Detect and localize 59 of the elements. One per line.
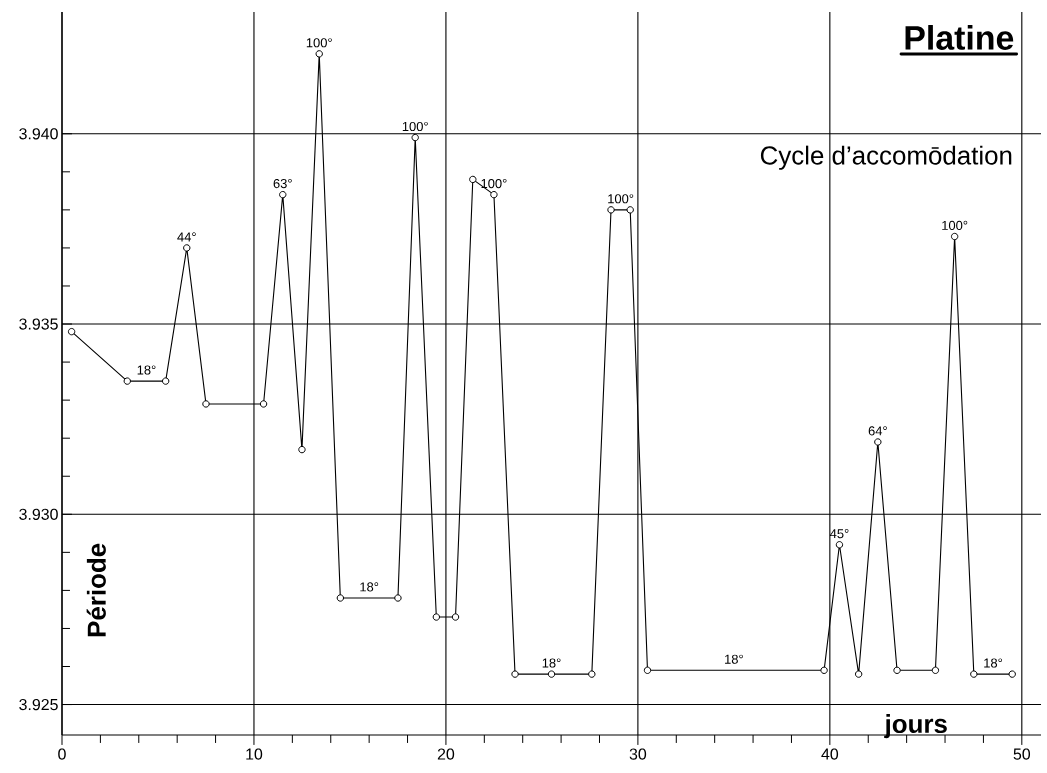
point bbox=[607, 206, 615, 214]
point bbox=[874, 438, 882, 446]
point bbox=[279, 190, 287, 199]
annotation: 18° bbox=[542, 658, 561, 668]
point bbox=[315, 50, 323, 58]
annotation: 64° bbox=[868, 426, 887, 436]
x-tick-label: 20 bbox=[437, 748, 455, 760]
point bbox=[183, 244, 191, 252]
point bbox=[835, 541, 844, 549]
point bbox=[950, 232, 959, 241]
x-tick-label: 40 bbox=[821, 748, 839, 760]
chart-title: Platine bbox=[905, 25, 1014, 50]
annotation: 100° bbox=[942, 220, 968, 230]
x-tick-label: 0 bbox=[58, 748, 66, 760]
x-tick-label: 50 bbox=[1013, 748, 1031, 760]
y-tick-label: 3.930 bbox=[19, 508, 58, 520]
point bbox=[67, 327, 76, 336]
point bbox=[854, 670, 863, 678]
point bbox=[202, 400, 210, 408]
annotation: 44° bbox=[177, 232, 196, 242]
point bbox=[1008, 670, 1016, 678]
annotation: 18° bbox=[137, 365, 156, 375]
annotation: 100° bbox=[306, 38, 332, 48]
annotation: 100° bbox=[481, 178, 507, 189]
point bbox=[490, 190, 498, 199]
x-axis-title: jours bbox=[884, 714, 947, 739]
point bbox=[259, 400, 268, 408]
point bbox=[893, 666, 901, 674]
point bbox=[123, 377, 131, 385]
point bbox=[394, 594, 402, 602]
point bbox=[432, 613, 441, 621]
point bbox=[547, 670, 556, 678]
y-tick-label: 3.935 bbox=[19, 318, 58, 330]
y-tick-label: 3.940 bbox=[19, 128, 58, 140]
point bbox=[626, 206, 634, 214]
point bbox=[161, 377, 170, 385]
annotation: 18° bbox=[984, 658, 1003, 668]
point bbox=[451, 613, 460, 621]
point bbox=[931, 666, 940, 674]
y-tick-label: 3.925 bbox=[19, 698, 58, 711]
point bbox=[970, 670, 978, 678]
annotation: 100° bbox=[608, 194, 634, 204]
point bbox=[298, 445, 306, 454]
annotation: 100° bbox=[402, 121, 428, 132]
y-axis-title: Période bbox=[86, 543, 106, 637]
annotation: 18° bbox=[360, 582, 379, 592]
point bbox=[411, 133, 419, 142]
point bbox=[336, 594, 345, 602]
annotation: 45° bbox=[829, 529, 849, 539]
x-tick-label: 10 bbox=[246, 748, 263, 760]
point bbox=[511, 670, 519, 678]
annotation: 63° bbox=[273, 178, 292, 189]
point bbox=[820, 666, 828, 674]
point bbox=[588, 670, 596, 678]
point bbox=[469, 175, 477, 184]
x-tick-label: 30 bbox=[629, 748, 647, 760]
annotation: 18° bbox=[725, 654, 743, 664]
text: Cycle d’accomōdation bbox=[760, 145, 1012, 170]
point bbox=[643, 666, 652, 674]
